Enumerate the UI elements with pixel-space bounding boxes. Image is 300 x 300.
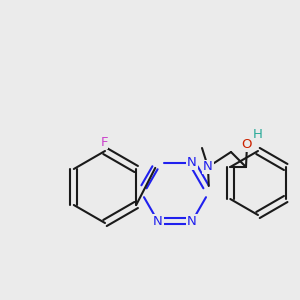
Text: F: F — [100, 136, 108, 148]
Text: O: O — [242, 139, 252, 152]
Text: N: N — [153, 215, 163, 228]
Text: N: N — [187, 215, 197, 228]
Text: N: N — [187, 156, 197, 169]
Text: N: N — [203, 160, 213, 173]
Text: H: H — [253, 128, 263, 142]
